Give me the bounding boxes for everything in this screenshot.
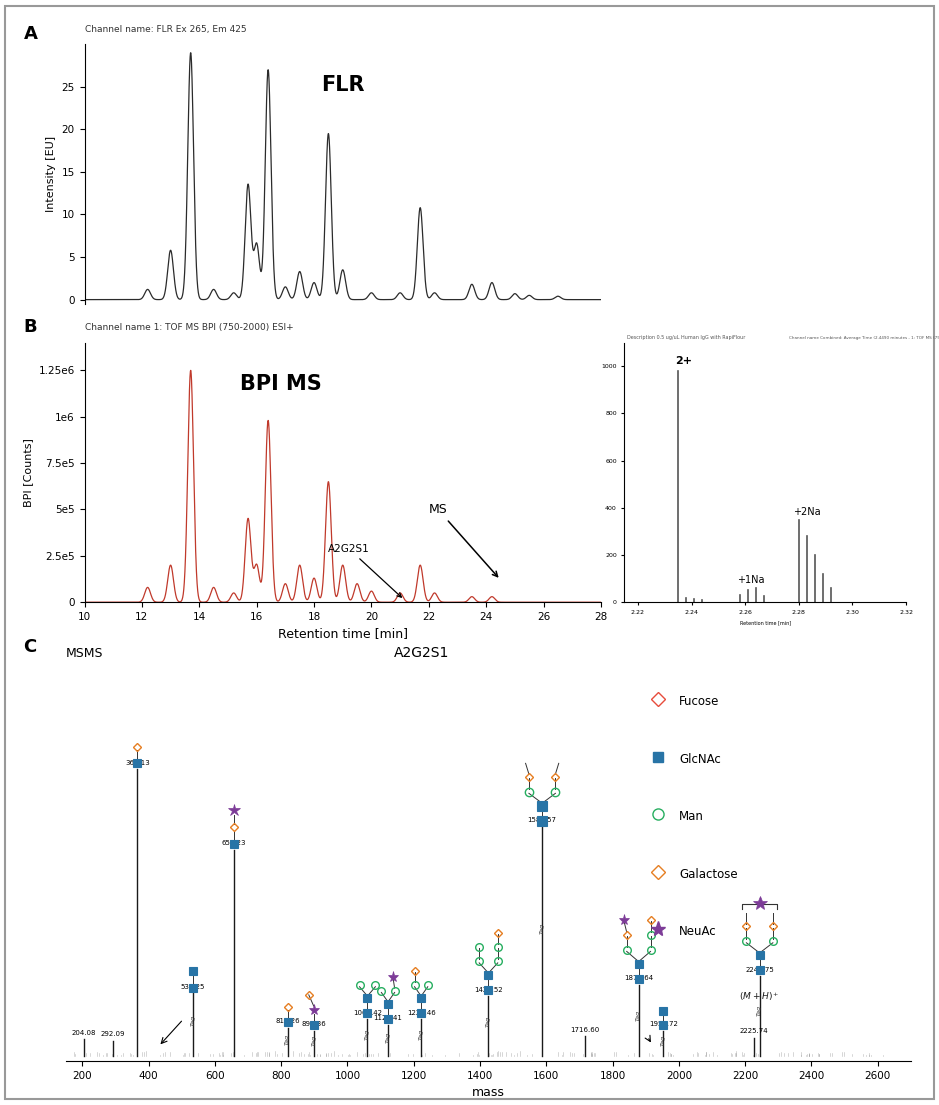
Text: Tag: Tag: [386, 1032, 391, 1043]
Text: 657.23: 657.23: [222, 840, 246, 846]
Text: 1587.57: 1587.57: [528, 817, 557, 823]
Text: Tag: Tag: [311, 1035, 316, 1046]
Text: FLR: FLR: [321, 75, 364, 95]
Text: 1716.60: 1716.60: [570, 1027, 599, 1033]
Text: Tag: Tag: [419, 1029, 423, 1040]
Text: Tag: Tag: [661, 1035, 666, 1046]
Text: BPI MS: BPI MS: [239, 373, 322, 393]
Text: 819.26: 819.26: [275, 1019, 300, 1024]
Text: 204.08: 204.08: [71, 1030, 96, 1035]
Text: MSMS: MSMS: [66, 648, 103, 661]
Text: GlcNAc: GlcNAc: [679, 753, 720, 766]
Text: Tag: Tag: [191, 1014, 195, 1025]
Text: Tag: Tag: [540, 923, 545, 934]
Text: Channel name: FLR Ex 265, Em 425: Channel name: FLR Ex 265, Em 425: [85, 24, 246, 34]
Text: A2G2S1: A2G2S1: [394, 646, 450, 661]
Text: Man: Man: [679, 810, 703, 823]
Text: 533.25: 533.25: [180, 983, 205, 990]
Text: MS: MS: [429, 503, 498, 577]
X-axis label: Retention time [min]: Retention time [min]: [740, 620, 791, 625]
Y-axis label: BPI [Counts]: BPI [Counts]: [23, 438, 33, 507]
Text: $(M +H)^+$: $(M +H)^+$: [739, 990, 780, 1003]
Text: 1952.72: 1952.72: [649, 1021, 678, 1028]
Text: Description 0.5 ug/uL Human IgG with RapiFlour: Description 0.5 ug/uL Human IgG with Rap…: [627, 335, 746, 340]
Text: C: C: [23, 638, 37, 656]
Text: A: A: [23, 24, 38, 43]
Text: Channel name Combined: Average Time (2.4490 minutes - 1: TOF MS (750-2000) ESI+: Channel name Combined: Average Time (2.4…: [789, 336, 939, 340]
Text: B: B: [23, 317, 38, 336]
Text: 1122.41: 1122.41: [374, 1015, 403, 1021]
Text: 1060.42: 1060.42: [353, 1010, 382, 1015]
Text: +2Na: +2Na: [793, 507, 821, 517]
Text: NeuAc: NeuAc: [679, 925, 716, 938]
Text: Tag: Tag: [365, 1029, 370, 1040]
Text: 292.09: 292.09: [100, 1031, 125, 1038]
Text: 1425.52: 1425.52: [474, 987, 502, 992]
Text: 366.13: 366.13: [125, 759, 149, 766]
Text: 2225.74: 2225.74: [739, 1029, 768, 1034]
X-axis label: Retention time [min]: Retention time [min]: [278, 628, 408, 641]
Y-axis label: Intensity [EU]: Intensity [EU]: [46, 136, 56, 212]
Text: Tag: Tag: [636, 1010, 641, 1021]
Text: +1Na: +1Na: [737, 576, 764, 586]
Text: 2243.75: 2243.75: [746, 967, 774, 972]
Text: 898.36: 898.36: [301, 1021, 326, 1028]
Text: Galactose: Galactose: [679, 867, 737, 881]
X-axis label: mass: mass: [471, 1086, 505, 1099]
Text: Fucose: Fucose: [679, 695, 719, 708]
Text: 2+: 2+: [675, 356, 692, 366]
Text: Channel name 1: TOF MS BPI (750-2000) ESI+: Channel name 1: TOF MS BPI (750-2000) ES…: [85, 323, 293, 333]
Text: Tag: Tag: [486, 1017, 491, 1028]
Text: Tag: Tag: [757, 1006, 762, 1017]
Text: Tag: Tag: [285, 1033, 290, 1045]
Text: 1222.46: 1222.46: [407, 1010, 436, 1015]
Text: 1878.64: 1878.64: [624, 976, 654, 981]
Text: A2G2S1: A2G2S1: [329, 544, 401, 597]
